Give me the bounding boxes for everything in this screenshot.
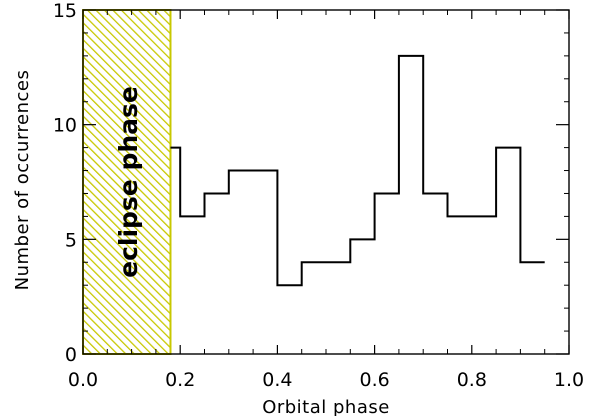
histogram-step-line [170,54,545,287]
eclipse-phase-region [82,9,172,355]
x-tick-label: 1.0 [554,369,584,391]
y-tick-label: 0 [65,344,77,366]
plot-frame [82,9,570,355]
x-tick-label: 0.0 [68,369,98,391]
x-tick-label: 0.4 [262,369,292,391]
eclipse-phase-label: eclipse phase [114,86,143,278]
y-tick-label: 5 [65,229,77,251]
x-tick-label: 0.6 [359,369,389,391]
y-axis-label: Number of occurrences [12,70,33,291]
x-tick-label: 0.2 [165,369,195,391]
x-axis-label: Orbital phase [262,397,390,416]
x-tick-label: 0.8 [457,369,487,391]
y-tick-label: 15 [53,0,77,22]
y-tick-label: 10 [53,115,77,137]
